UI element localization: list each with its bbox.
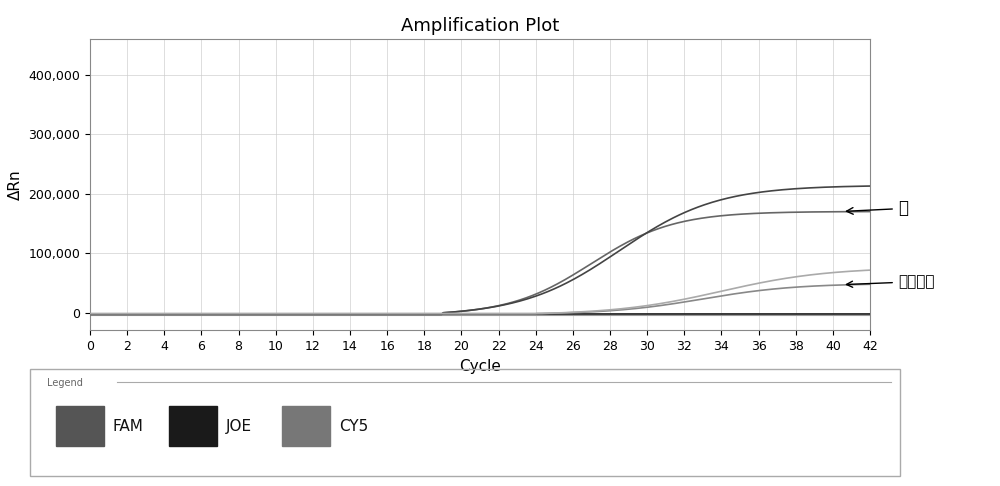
- Text: Legend: Legend: [47, 378, 83, 388]
- Bar: [169, 406, 217, 446]
- Bar: [56, 406, 104, 446]
- Text: 内标质控: 内标质控: [846, 274, 934, 289]
- Y-axis label: ΔRn: ΔRn: [8, 169, 23, 200]
- Bar: [282, 406, 330, 446]
- Text: 牛: 牛: [846, 199, 908, 217]
- Text: CY5: CY5: [339, 418, 368, 434]
- X-axis label: Cycle: Cycle: [459, 359, 501, 374]
- Text: FAM: FAM: [113, 418, 144, 434]
- Text: JOE: JOE: [226, 418, 252, 434]
- Title: Amplification Plot: Amplification Plot: [401, 17, 559, 35]
